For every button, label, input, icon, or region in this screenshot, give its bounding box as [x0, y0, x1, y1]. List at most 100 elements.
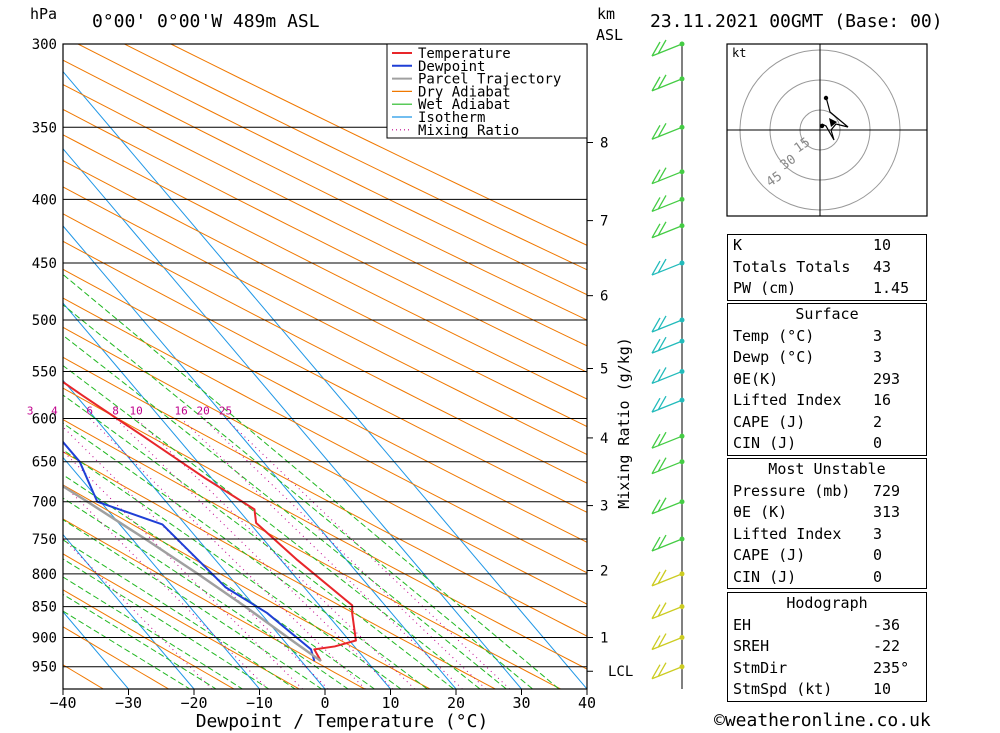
pressure-tick-label: 300: [32, 37, 57, 53]
mixing-ratio-label: 20: [196, 404, 209, 417]
unstable-table: Most Unstable Pressure (mb) 729 θE (K) 313…: [727, 458, 927, 589]
pressure-tick-label: 400: [32, 192, 57, 208]
x-tick-label: 0: [320, 694, 329, 712]
mixing-ratio-label: 25: [219, 404, 232, 417]
unstable-row: Lifted Index 3: [733, 524, 883, 543]
lcl-label: LCL: [608, 664, 633, 680]
legend-entry: Parcel Trajectory: [418, 72, 561, 88]
index-row-totals: Totals Totals 43: [733, 257, 892, 276]
pressure-tick-label: 350: [32, 120, 57, 136]
dry-adiabat-line: [63, 268, 587, 543]
km-tick-label: 1: [600, 631, 608, 647]
legend-box: [386, 43, 588, 139]
dry-adiabat-line: [63, 451, 497, 689]
wind-barb: [651, 195, 683, 213]
wind-barb: [651, 221, 683, 239]
dry-adiabat-line: [63, 160, 587, 428]
surface-row: Temp (°C) 3: [733, 326, 883, 345]
wet-adiabat-line: [63, 422, 429, 689]
dry-adiabat-line: [63, 213, 587, 484]
wet-adiabat-line: [63, 593, 218, 689]
legend-entry: Isotherm: [418, 110, 485, 126]
wind-barb: [651, 367, 683, 385]
unstable-row: CAPE (J) 0: [733, 546, 883, 564]
wind-barb: [651, 633, 683, 651]
surface-row: Dewp (°C) 3: [733, 348, 883, 366]
wet-adiabat-line: [63, 304, 534, 689]
x-tick-label: −30: [115, 694, 142, 712]
wet-adiabat-line: [63, 394, 455, 689]
km-tick-label: 3: [600, 499, 608, 515]
series-temperature: [63, 380, 357, 662]
km-tick-label: 8: [600, 135, 608, 151]
mixing-ratio-label: 16: [174, 404, 187, 417]
dry-adiabat-line: [63, 59, 587, 321]
unstable-row: θE (K) 313: [733, 503, 901, 521]
mixing-ratio-label: 3: [27, 404, 34, 417]
dry-adiabat-line: [169, 44, 587, 246]
dry-adiabat-line: [63, 553, 301, 689]
pressure-tick-label: 450: [32, 256, 57, 272]
dry-adiabat-line: [63, 387, 587, 670]
dry-adiabat-line: [63, 108, 587, 373]
dry-adiabat-line: [63, 84, 587, 347]
legend-entry: Temperature: [418, 46, 511, 62]
pressure-tick-label: 950: [32, 660, 57, 676]
hodo-row: EH -36: [733, 615, 901, 634]
wind-barb: [651, 74, 683, 92]
wind-barb: [651, 167, 683, 185]
mixing-ratio-axis-title: Mixing Ratio (g/kg): [615, 337, 633, 509]
wet-adiabat-line: [63, 497, 349, 689]
dry-adiabat-line: [123, 44, 587, 271]
legend-entry: Mixing Ratio: [418, 123, 519, 139]
wet-adiabat-line: [63, 576, 244, 689]
km-tick-label: 4: [600, 431, 608, 447]
x-tick-label: −10: [246, 694, 273, 712]
mixing-ratio-line: [63, 426, 329, 689]
mixing-ratio-label: 4: [51, 404, 58, 417]
wet-adiabat-line: [63, 449, 402, 689]
hodo-row: StmDir 235°: [733, 658, 910, 677]
series-parcel-trajectory: [63, 484, 322, 663]
hodograph-point: [819, 123, 825, 129]
unstable-title: Most Unstable: [768, 460, 886, 478]
wind-barb: [651, 534, 683, 552]
dry-adiabat-line: [63, 418, 562, 689]
hodo-row: StmSpd (kt) 10: [733, 680, 892, 698]
isotherm-line: [63, 225, 457, 689]
legend-entry: Dewpoint: [418, 59, 485, 75]
x-axis-title: Dewpoint / Temperature (°C): [196, 711, 489, 732]
mixing-ratio-line: [135, 418, 416, 689]
wind-barb: [651, 39, 683, 57]
pressure-tick-label: 750: [32, 532, 57, 548]
km-tick-label: 5: [600, 362, 608, 378]
dry-adiabat-line: [63, 518, 366, 689]
dry-adiabat-line: [63, 356, 587, 637]
hodograph-trace: [821, 96, 849, 141]
surface-row: CAPE (J) 2: [733, 412, 883, 431]
mixing-ratio-line: [180, 418, 463, 689]
dry-adiabat-line: [63, 626, 170, 689]
index-row-pw: PW (cm) 1.45: [733, 279, 910, 297]
hodograph-ring-label: 30: [778, 152, 799, 173]
mixing-ratio-line: [115, 418, 394, 689]
mixing-ratio-label: 10: [130, 404, 143, 417]
unit-km: km: [597, 5, 616, 23]
indices-top-table: K 10 Totals Totals 43 PW (cm) 1.45: [727, 234, 927, 301]
km-tick-label: 7: [600, 214, 608, 230]
surface-table: Surface Temp (°C) 3 Dewp (°C) 3 θE(K) 293 L…: [727, 303, 927, 456]
wind-barb: [651, 258, 683, 276]
dry-adiabat-line: [63, 297, 587, 574]
wet-adiabat-line: [63, 364, 481, 689]
wet-adiabat-line: [63, 610, 191, 689]
wind-barb: [651, 497, 683, 515]
wind-barb: [651, 336, 683, 354]
pressure-tick-label: 500: [32, 313, 57, 329]
x-tick-label: 30: [512, 694, 530, 712]
dry-adiabat-line: [63, 240, 587, 513]
unstable-row: Pressure (mb) 729: [733, 481, 901, 500]
surface-row: CIN (J) 0: [733, 434, 883, 452]
index-row-k: K 10: [733, 236, 892, 254]
